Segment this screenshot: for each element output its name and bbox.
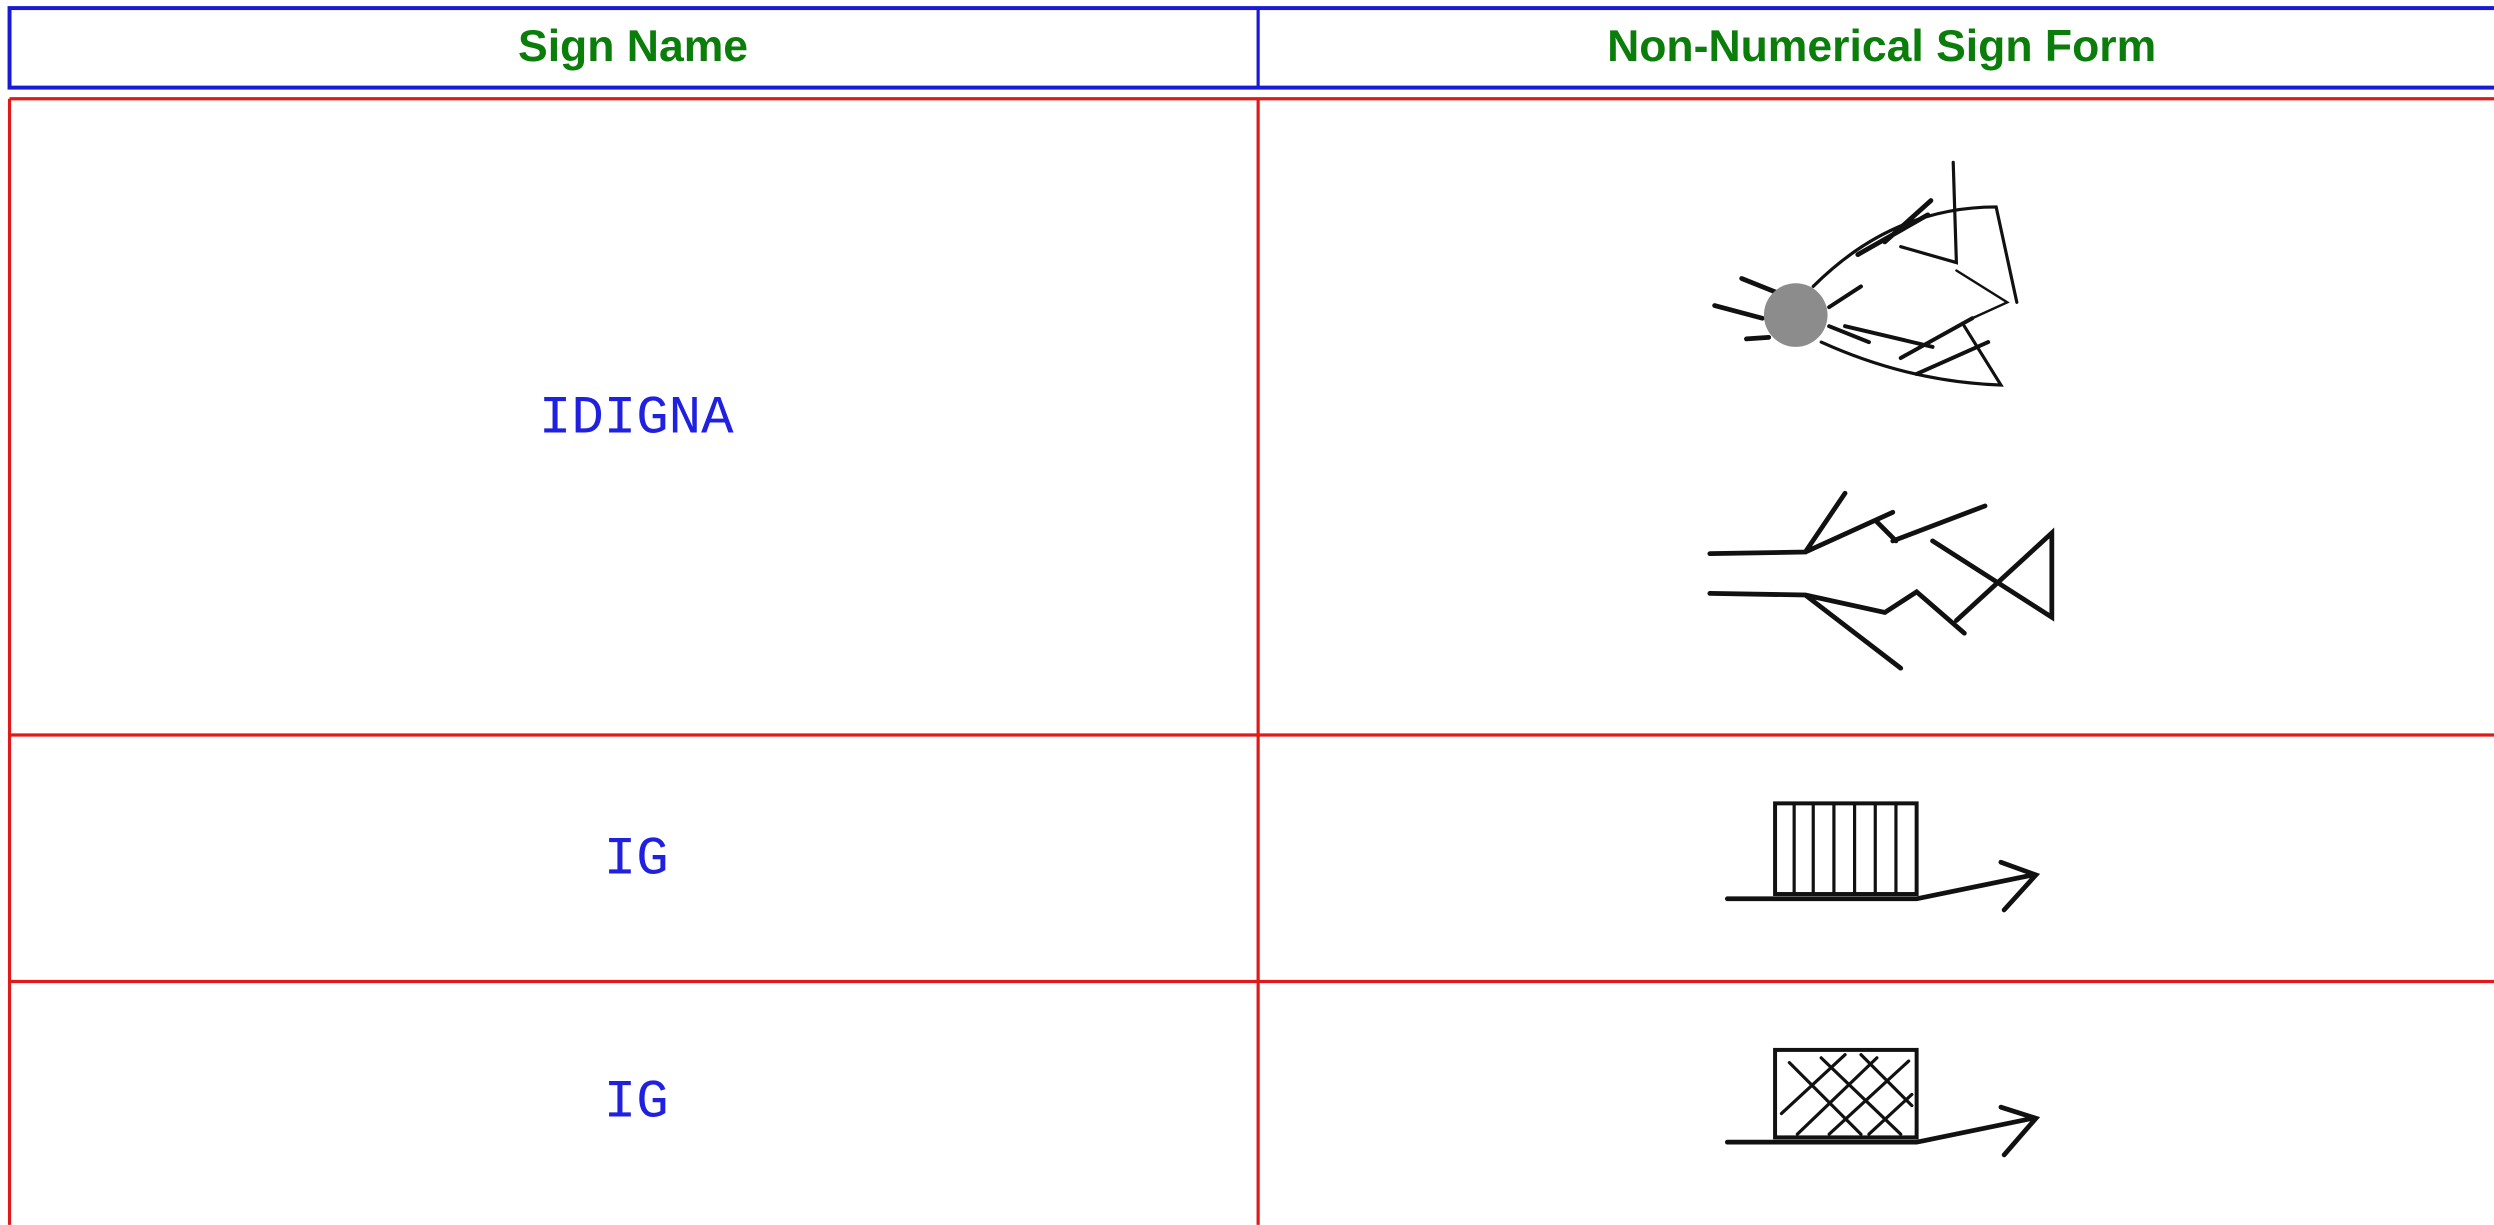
sign-name: IDIGNA <box>539 389 734 450</box>
sign-glyph <box>1707 490 2055 671</box>
header-cell: Sign Name <box>518 22 748 71</box>
sign-glyph <box>1724 801 2041 913</box>
header-cell: Non-Numerical Sign Form <box>1607 22 2156 71</box>
sign-glyph <box>1712 160 2019 387</box>
table-grid <box>7 97 2494 1225</box>
sign-name: IG <box>604 1073 669 1134</box>
sign-name: IG <box>604 829 669 890</box>
sign-glyph <box>1724 1047 2041 1158</box>
